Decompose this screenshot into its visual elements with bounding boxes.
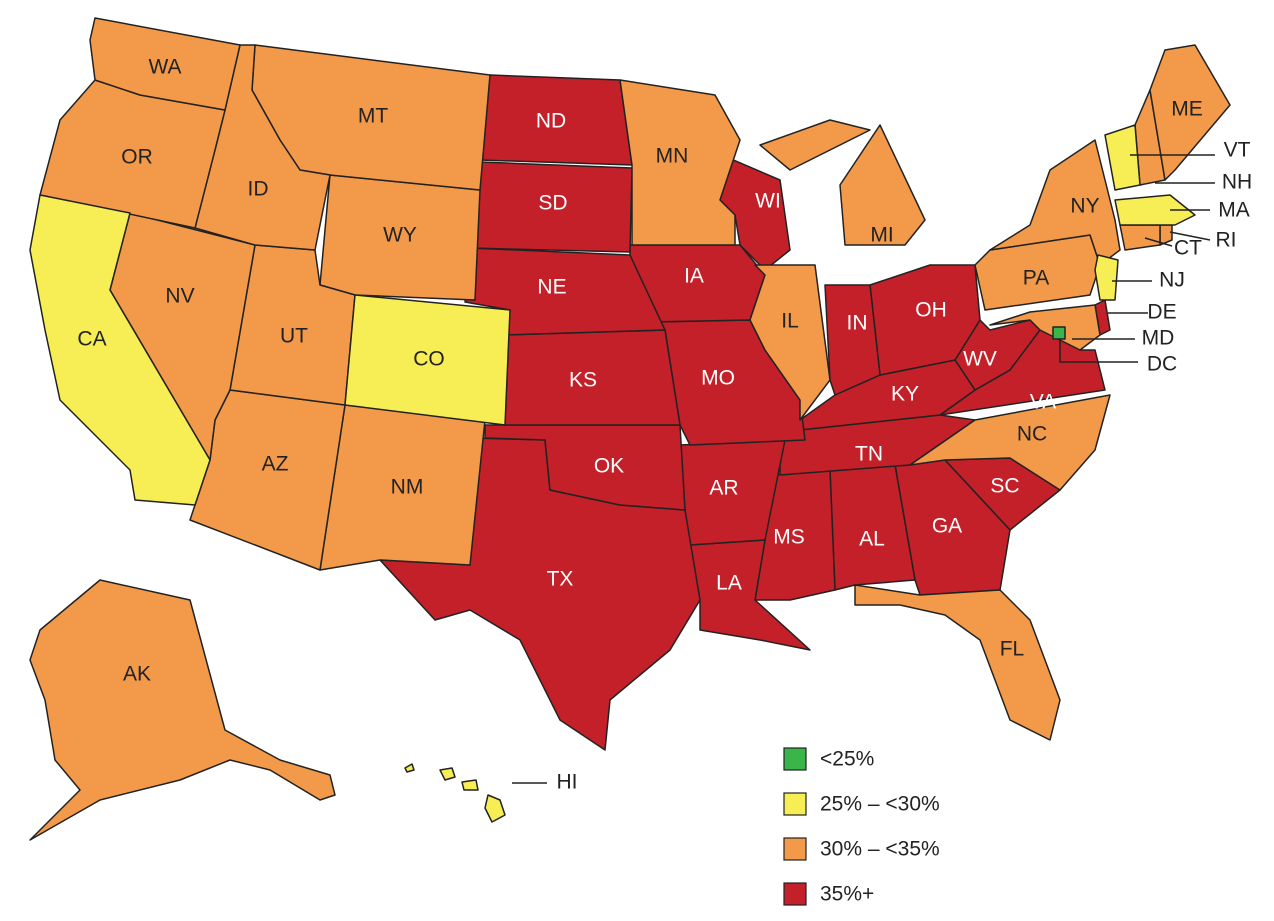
state-label: VT bbox=[1224, 139, 1251, 162]
state-label: OK bbox=[594, 455, 624, 478]
state-label: MO bbox=[701, 367, 735, 390]
state bbox=[344, 294, 511, 426]
legend-swatch bbox=[783, 882, 807, 906]
state bbox=[839, 124, 926, 246]
state-label: CA bbox=[77, 328, 106, 351]
state bbox=[619, 79, 741, 246]
state bbox=[749, 264, 831, 421]
state-label: WA bbox=[148, 56, 181, 79]
legend-label: <25% bbox=[820, 748, 874, 771]
state bbox=[1094, 254, 1119, 301]
state bbox=[484, 424, 686, 511]
state-label: NY bbox=[1070, 195, 1099, 218]
state-label: PA bbox=[1023, 267, 1049, 290]
state-label: ND bbox=[536, 110, 566, 133]
state-label: ME bbox=[1171, 98, 1203, 121]
state-label: IL bbox=[781, 310, 799, 333]
state bbox=[484, 794, 506, 823]
legend-swatch bbox=[783, 792, 807, 816]
state-label: RI bbox=[1216, 229, 1237, 252]
states bbox=[29, 17, 1231, 841]
state-label: MA bbox=[1218, 199, 1250, 222]
state-label: TX bbox=[547, 568, 574, 591]
state bbox=[824, 284, 881, 396]
legend-swatch bbox=[783, 837, 807, 861]
legend-label: 30% – <35% bbox=[820, 838, 940, 861]
state-label: KS bbox=[569, 369, 597, 392]
state bbox=[29, 579, 336, 841]
state bbox=[1104, 124, 1141, 191]
state bbox=[1119, 224, 1161, 251]
legend-swatch bbox=[783, 747, 807, 771]
state-label: VA bbox=[1030, 391, 1056, 414]
leader-line bbox=[1144, 237, 1173, 247]
state-label: AZ bbox=[262, 453, 289, 476]
state-label: SD bbox=[538, 192, 567, 215]
state-label: NV bbox=[165, 285, 194, 308]
state bbox=[1114, 194, 1196, 226]
state-label: CT bbox=[1174, 237, 1202, 260]
state bbox=[909, 394, 1111, 491]
state-label: AL bbox=[859, 528, 885, 551]
state-label: NM bbox=[391, 476, 424, 499]
state-label: WV bbox=[963, 348, 997, 371]
state-label: DE bbox=[1147, 301, 1176, 324]
state bbox=[461, 779, 479, 791]
state-label: CO bbox=[413, 348, 445, 371]
state-label: DC bbox=[1147, 353, 1177, 376]
legend: <25% 25% – <30% 30% – <35% 35%+ bbox=[783, 747, 940, 906]
state-label: OR bbox=[121, 146, 153, 169]
state bbox=[29, 194, 211, 506]
state-label: TN bbox=[855, 443, 883, 466]
leader-line bbox=[1169, 231, 1211, 241]
state bbox=[404, 763, 415, 773]
state-label: MI bbox=[870, 224, 893, 247]
state-label: IN bbox=[847, 312, 868, 335]
state-label: OH bbox=[915, 299, 947, 322]
state-label: ID bbox=[248, 178, 269, 201]
state bbox=[759, 119, 871, 171]
state-label: IA bbox=[684, 265, 704, 288]
state-label: SC bbox=[990, 475, 1019, 498]
state bbox=[1052, 326, 1066, 340]
legend-label: 35%+ bbox=[820, 883, 874, 906]
state-label: MS bbox=[773, 526, 805, 549]
state bbox=[689, 539, 811, 651]
legend-label: 25% – <30% bbox=[820, 793, 940, 816]
state bbox=[1149, 44, 1231, 181]
state-label: FL bbox=[1000, 638, 1025, 661]
state-label: WY bbox=[383, 224, 417, 247]
state-label: NE bbox=[537, 276, 566, 299]
state-labels: DC CA CO VT MA NJ HI WA OR ID MT NV UT WY AZ NM AK MN IL MI… bbox=[77, 56, 1252, 794]
state-label: MN bbox=[656, 145, 689, 168]
state-label: MD bbox=[1142, 327, 1175, 350]
state bbox=[89, 17, 241, 111]
state-label: HI bbox=[557, 771, 578, 794]
state-label: MT bbox=[358, 105, 388, 128]
state-label: NC bbox=[1017, 423, 1047, 446]
state-label: WI bbox=[755, 190, 781, 213]
state-label: KY bbox=[891, 383, 919, 406]
state-label: UT bbox=[280, 325, 308, 348]
state-label: LA bbox=[716, 572, 742, 595]
state-label: NJ bbox=[1159, 269, 1185, 292]
leader-line bbox=[1059, 339, 1138, 363]
state-label: NH bbox=[1222, 171, 1252, 194]
state bbox=[989, 139, 1121, 266]
state-label: AR bbox=[709, 477, 738, 500]
state-label: GA bbox=[932, 515, 962, 538]
state bbox=[439, 767, 456, 781]
state bbox=[854, 584, 1061, 741]
state-label: AK bbox=[123, 663, 151, 686]
state bbox=[1159, 224, 1173, 246]
